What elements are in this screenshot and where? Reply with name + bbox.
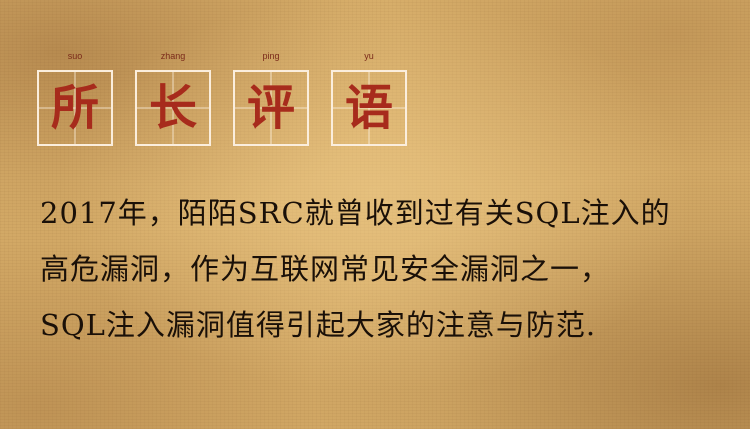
pinyin-zhang: zhang: [160, 51, 186, 61]
char-box-suo: 所: [37, 70, 113, 146]
body-line-3: SQL注入漏洞值得引起大家的注意与防范.: [40, 308, 597, 342]
pinyin-suo: suo: [67, 51, 83, 61]
glyph-ping: 评: [246, 80, 295, 136]
char-box-yu: 语: [331, 70, 407, 146]
glyph-suo: 所: [50, 80, 99, 136]
body-line-1: 2017年，陌陌SRC就曾收到过有关SQL注入的: [40, 196, 671, 230]
char-box-ping: 评: [233, 70, 309, 146]
glyph-yu: 语: [344, 80, 393, 136]
pinyin-ping: ping: [262, 51, 280, 61]
glyph-zhang: 长: [148, 80, 197, 136]
char-box-zhang: 长: [135, 70, 211, 146]
body-text: 2017年，陌陌SRC就曾收到过有关SQL注入的 高危漏洞，作为互联网常见安全漏…: [40, 185, 730, 353]
pinyin-yu: yu: [364, 51, 374, 61]
body-line-2: 高危漏洞，作为互联网常见安全漏洞之一，: [40, 252, 611, 286]
